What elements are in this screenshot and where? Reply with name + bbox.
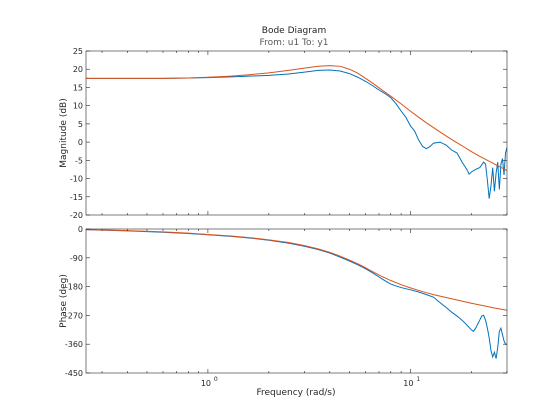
chart-subtitle: From: u1 To: y1: [260, 38, 329, 48]
x-tick-label: 10: [201, 379, 211, 388]
x-axis-label: Frequency (rad/s): [256, 388, 335, 398]
magnitude-ytick-label: 15: [73, 83, 83, 92]
magnitude-ytick-label: 0: [78, 138, 83, 147]
phase-ytick-label: -180: [65, 283, 83, 292]
x-tick-exponent: 0: [214, 376, 218, 383]
phase-ytick-label: -270: [65, 311, 83, 320]
magnitude-ytick-label: 10: [73, 102, 83, 111]
phase-ytick-label: 0: [78, 225, 83, 234]
chart-title: Bode Diagram: [262, 26, 326, 36]
magnitude-ytick-label: -10: [70, 175, 83, 184]
phase-measured-line: [86, 229, 507, 359]
magnitude-plot-area: [86, 51, 507, 215]
magnitude-ytick-label: 5: [78, 120, 83, 129]
phase-model-line: [86, 229, 507, 311]
phase-ytick-label: -360: [65, 340, 83, 349]
magnitude-measured-line: [86, 69, 507, 199]
phase-plot-area: [86, 229, 507, 373]
x-tick-exponent: 1: [416, 376, 420, 383]
phase-panel: 0 -90 -180 -270 -360 -450 Phase (deg): [59, 225, 508, 378]
magnitude-ytick-label: 25: [73, 47, 83, 56]
phase-ytick-label: -450: [65, 369, 83, 378]
magnitude-model-line: [86, 65, 507, 171]
magnitude-ytick-label: -15: [70, 193, 83, 202]
phase-ytick-label: -90: [70, 254, 83, 263]
magnitude-ytick-label: -5: [75, 156, 83, 165]
magnitude-ytick-label: -20: [70, 211, 83, 220]
magnitude-ytick-label: 20: [73, 65, 83, 74]
magnitude-axes-box: [85, 50, 508, 216]
x-tick-label: 10: [403, 379, 413, 388]
magnitude-y-axis-label: Magnitude (dB): [59, 98, 69, 167]
magnitude-panel: -20 -15 -10 -5 0 5 10 15 20 25 Magnitude (dB): [59, 47, 508, 220]
phase-axes-box: [85, 228, 508, 374]
phase-y-axis-label: Phase (deg): [59, 274, 69, 328]
